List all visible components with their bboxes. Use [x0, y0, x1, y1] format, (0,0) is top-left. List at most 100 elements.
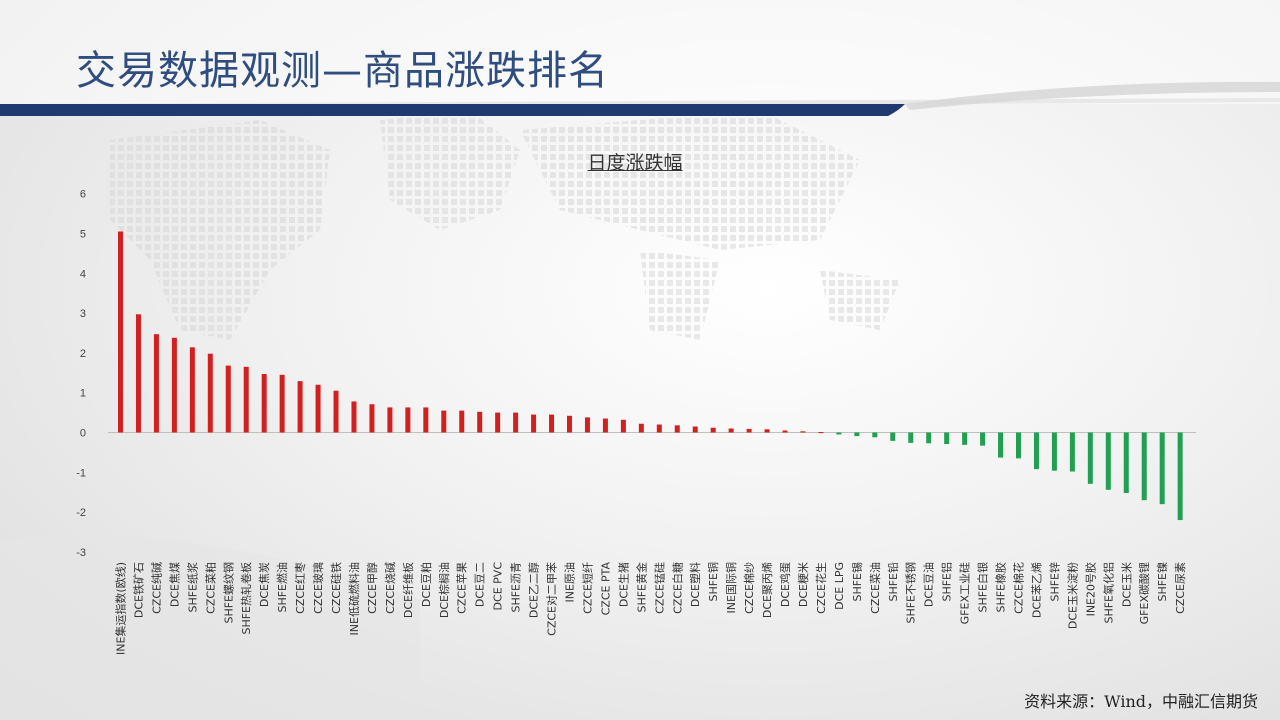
- x-tick-label: DCE纤维板: [401, 562, 415, 618]
- bar: [207, 353, 213, 433]
- bar: [1177, 432, 1183, 521]
- bar: [477, 411, 483, 433]
- x-tick-label: DCE苯乙烯: [1029, 562, 1043, 618]
- x-tick-label: CZCE菜油: [868, 562, 882, 614]
- bar: [225, 365, 231, 433]
- bar: [513, 412, 519, 433]
- x-tick-label: SHFE沥青: [510, 562, 523, 613]
- bar: [1141, 432, 1147, 501]
- bar: [423, 407, 429, 433]
- bar: [1033, 432, 1039, 470]
- bar: [998, 432, 1004, 458]
- bar: [980, 432, 986, 446]
- bar: [1016, 432, 1021, 459]
- bar: [441, 410, 447, 433]
- x-tick-label: CZCE尿素: [1174, 562, 1187, 614]
- x-tick-label: CZCE锰硅: [652, 562, 666, 614]
- x-tick-label: DCE玉米淀粉: [1065, 562, 1079, 629]
- y-tick-label: -1: [76, 467, 86, 479]
- x-tick-label: SHFE橡胶: [994, 562, 1008, 613]
- x-tick-label: DCE生猪: [616, 562, 630, 607]
- bar: [872, 432, 878, 438]
- bar: [854, 432, 860, 437]
- bar: [189, 347, 195, 433]
- bar: [549, 414, 555, 433]
- x-tick-label: DCE PVC: [492, 562, 505, 611]
- bar: [1123, 432, 1129, 493]
- bar: [118, 231, 123, 433]
- y-tick-label: 0: [80, 428, 86, 440]
- x-tick-label: INE低硫燃料油: [347, 562, 361, 635]
- x-tick-label: DCE乙二醇: [527, 562, 541, 618]
- x-tick-label: DCE玉米: [1120, 562, 1133, 607]
- x-tick-label: SHFE黄金: [634, 562, 648, 613]
- bar: [1069, 432, 1075, 472]
- bar: [1105, 432, 1111, 490]
- bar: [782, 430, 788, 433]
- y-tick-label: 6: [80, 189, 86, 201]
- chart-title: 日度涨跌幅: [587, 152, 683, 174]
- source-note: 资料来源：Wind，中融汇信期货: [1024, 692, 1258, 711]
- x-tick-label: SHFE镍: [1155, 562, 1169, 602]
- x-tick-label: INE原油: [563, 562, 577, 602]
- x-tick-label: SHFE白银: [976, 562, 990, 613]
- x-tick-label: SHFE氧化铝: [1101, 562, 1115, 624]
- bar: [1159, 432, 1165, 505]
- y-tick-label: -2: [76, 507, 86, 519]
- bar: [135, 314, 141, 433]
- bar: [962, 432, 968, 445]
- x-tick-label: DCE焦炭: [258, 562, 271, 607]
- x-tick-label: DCE LPG: [833, 562, 846, 610]
- bar: [495, 412, 501, 433]
- bar: [692, 426, 698, 433]
- bar: [728, 428, 734, 433]
- bar: [926, 432, 932, 444]
- x-tick-label: SHFE铅: [886, 562, 900, 602]
- x-tick-label: SHFE铝: [940, 562, 954, 602]
- bar: [297, 381, 303, 433]
- bar: [459, 410, 465, 433]
- x-tick-label: CZCE红枣: [294, 562, 307, 614]
- bar: [764, 429, 770, 433]
- x-tick-label: CZCE苹果: [455, 562, 469, 614]
- bar: [800, 431, 806, 433]
- y-tick-label: 2: [80, 348, 86, 360]
- x-tick-label: SHFE锡: [850, 562, 864, 602]
- x-tick-label: CZCE菜粕: [203, 562, 217, 614]
- x-tick-label: CZCE棉纱: [742, 562, 756, 614]
- x-tick-label: CZCE短纤: [580, 562, 594, 614]
- x-tick-label: DCE豆粕: [419, 562, 433, 607]
- x-tick-label: SHFE铜: [706, 562, 720, 602]
- y-tick-label: -3: [76, 547, 86, 559]
- bar: [1051, 432, 1057, 471]
- bar: [243, 366, 249, 433]
- bar: [890, 432, 896, 441]
- x-tick-label: DCE粳米: [796, 562, 810, 607]
- x-tick-label: INE集运指数(欧线): [114, 562, 128, 655]
- bar: [315, 384, 321, 433]
- x-tick-label: DCE豆油: [922, 562, 936, 607]
- bar: [369, 404, 375, 433]
- bar: [602, 418, 608, 433]
- x-tick-label: DCE铁矿石: [132, 562, 145, 618]
- x-tick-label: GFEX碳酸锂: [1137, 562, 1151, 624]
- x-tick-label: SHFE纸浆: [185, 562, 199, 613]
- y-tick-label: 3: [80, 308, 86, 320]
- x-tick-label: SHFE热轧卷板: [239, 562, 253, 635]
- x-tick-label: SHFE燃油: [275, 562, 289, 613]
- bar: [818, 432, 824, 434]
- y-tick-label: 4: [80, 268, 86, 280]
- bar: [531, 414, 537, 433]
- y-tick-label: 1: [80, 388, 86, 400]
- bar: [944, 432, 950, 445]
- x-tick-label: CZCE PTA: [599, 562, 612, 616]
- bar: [351, 401, 357, 433]
- x-tick-label: CZCE白糖: [670, 562, 684, 614]
- x-tick-label: CZCE烧碱: [384, 562, 397, 614]
- bar: [584, 417, 590, 433]
- x-tick-label: SHFE锌: [1047, 562, 1061, 602]
- x-tick-label: INE20号胶: [1083, 562, 1097, 616]
- bar: [567, 415, 572, 433]
- x-tick-label: DCE焦煤: [168, 562, 181, 607]
- bar: [405, 407, 411, 433]
